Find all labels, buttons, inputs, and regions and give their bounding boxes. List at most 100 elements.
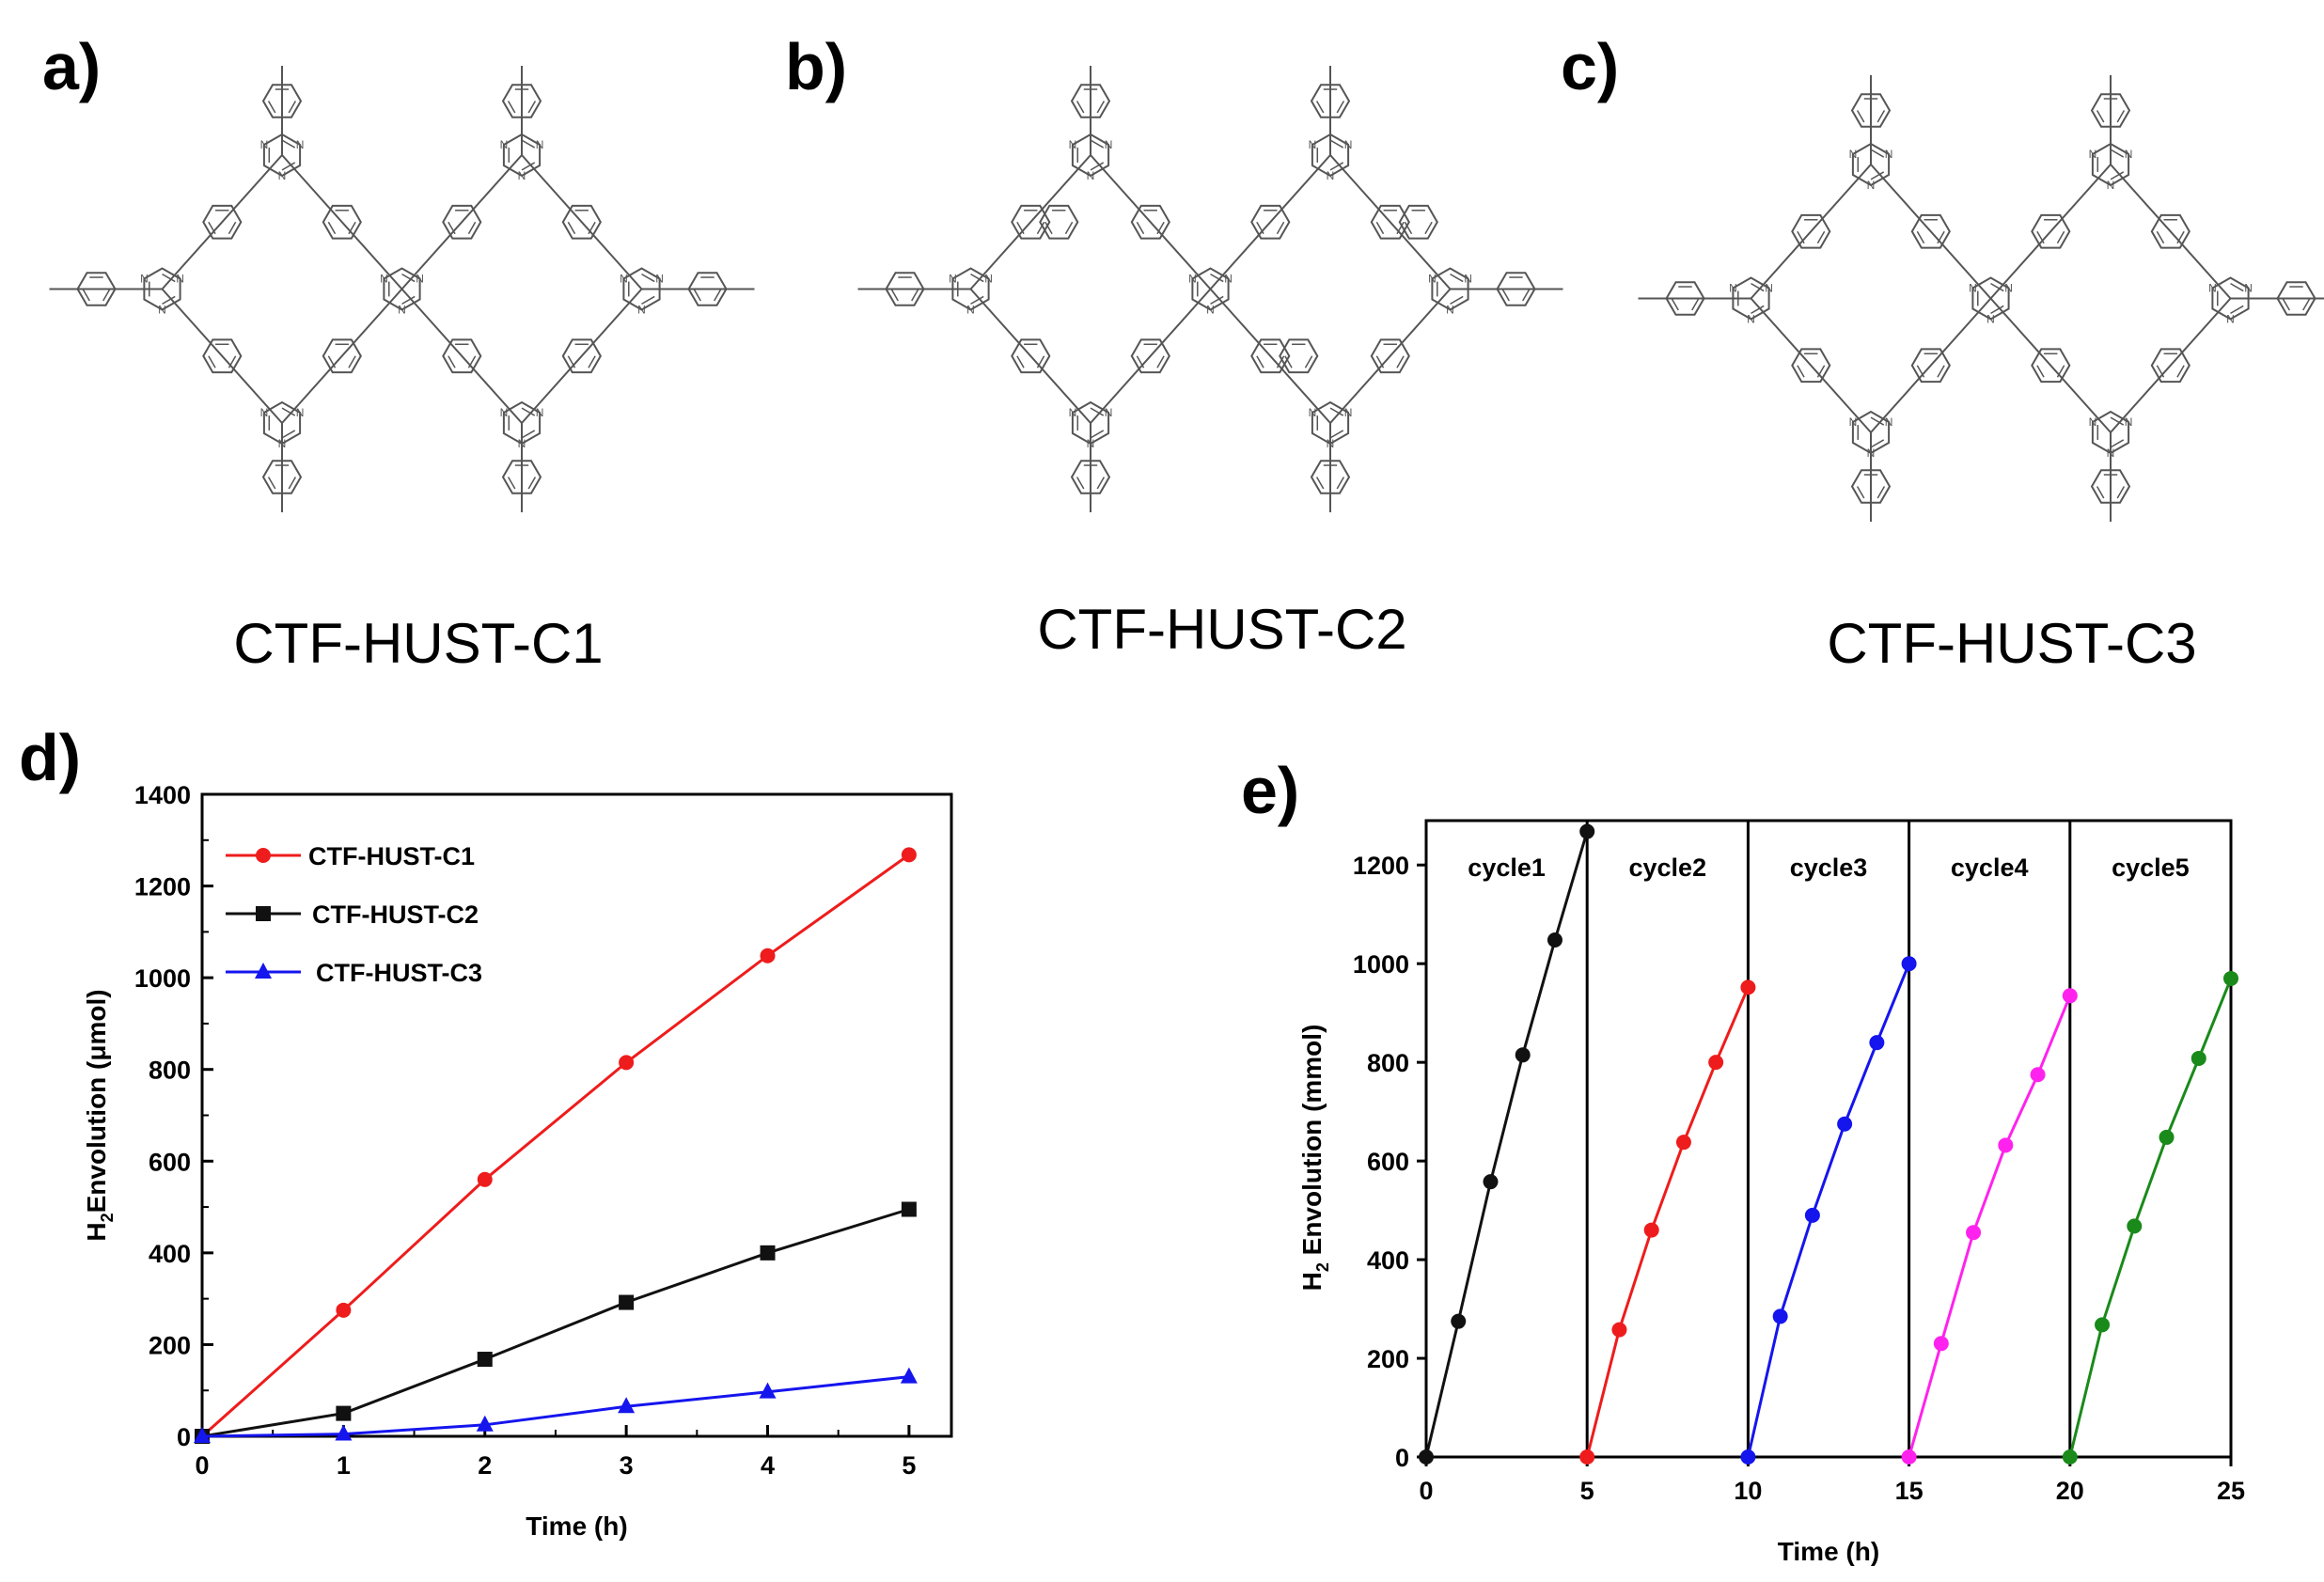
- cycle-label: cycle1: [1468, 854, 1546, 882]
- data-point: [618, 1397, 636, 1414]
- linker-ring-bond: [228, 355, 237, 368]
- triazine-ring-n-atom: N: [398, 304, 406, 317]
- linker-ring: [202, 204, 243, 240]
- triazine-ring-n-atom: N: [260, 138, 269, 151]
- linker-ring-bond: [1916, 365, 1925, 378]
- linker-ring-bond: [1036, 221, 1045, 235]
- data-point: [619, 1294, 635, 1310]
- linker-ring: [1910, 213, 1951, 249]
- x-axis-title: Time (h): [1778, 1537, 1879, 1566]
- triazine-ring-n-atom: N: [518, 169, 526, 182]
- data-point: [1675, 1135, 1691, 1151]
- data-point: [901, 1201, 917, 1217]
- triazine-ring-n-atom: N: [2089, 415, 2097, 429]
- linker-ring-bond: [1256, 221, 1264, 235]
- terminal-ring: [501, 84, 542, 118]
- x-tick-label: 5: [902, 1451, 916, 1480]
- legend-marker: [255, 963, 272, 979]
- data-point: [1998, 1137, 2014, 1153]
- triazine-ring-n-atom: N: [2226, 313, 2235, 326]
- triazine-ring-n-atom: N: [380, 273, 388, 286]
- linker-bond: [1750, 297, 1872, 433]
- data-point: [1837, 1116, 1853, 1132]
- triazine-ring-n-atom: N: [1969, 282, 1977, 295]
- terminal-ring-bond: [2096, 486, 2105, 499]
- triazine-ring-bond: [2230, 305, 2244, 314]
- y-axis-title: H2Envolution (μmol): [82, 989, 117, 1241]
- linker-ring-bond: [1396, 355, 1405, 368]
- triazine-ring-n-atom: N: [1747, 313, 1755, 326]
- triazine-ring-n-atom: N: [1087, 437, 1095, 450]
- triazine-ring-bond: [1210, 274, 1224, 283]
- linker-ring-bond: [588, 221, 596, 235]
- terminal-ring-bond: [2096, 110, 2105, 123]
- data-point: [2127, 1218, 2143, 1234]
- triazine-ring-bond: [521, 139, 536, 149]
- triazine-ring-n-atom: N: [984, 273, 993, 286]
- terminal-ring-bond: [1522, 289, 1531, 302]
- terminal-ring-bond: [1501, 289, 1510, 302]
- triazine-ring-bond: [970, 274, 984, 283]
- data-point: [336, 1405, 352, 1421]
- terminal-ring: [1070, 84, 1111, 118]
- linker-bond: [161, 154, 283, 290]
- chart-e: 0 5 10 15 20 25 0 200 400 600 800 1000 1200 Time (h) H…: [1297, 819, 2245, 1566]
- triazine-ring-bond: [1210, 295, 1224, 305]
- triazine-ring-n-atom: N: [1849, 148, 1858, 161]
- linker-bond: [161, 288, 283, 424]
- linker-ring: [1791, 213, 1831, 249]
- legend-label: CTF-HUST-C1: [308, 842, 475, 870]
- data-point: [1740, 1449, 1756, 1465]
- data-point: [1483, 1174, 1499, 1190]
- triazine-ring-bond: [970, 295, 984, 305]
- linker-ring-bond: [2036, 365, 2045, 378]
- linker-ring: [1130, 338, 1170, 374]
- data-point: [1708, 1055, 1724, 1071]
- linker-ring: [1370, 338, 1410, 374]
- triazine-ring-n-atom: N: [1309, 406, 1317, 419]
- linker-ring-bond: [327, 221, 337, 235]
- linker-ring-bond: [1156, 221, 1165, 235]
- linker-ring: [202, 338, 243, 374]
- triazine-ring-n-atom: N: [260, 406, 269, 419]
- cycle-label: cycle5: [2112, 854, 2190, 882]
- triazine-ring-n-atom: N: [1087, 169, 1095, 182]
- triazine-ring-n-atom: N: [518, 437, 526, 450]
- linker-ring: [2031, 348, 2071, 384]
- linker-ring: [561, 204, 602, 240]
- triazine-ring-n-atom: N: [1206, 304, 1215, 317]
- triazine-ring: [143, 267, 181, 311]
- data-point: [1901, 1449, 1917, 1465]
- triazine-ring-n-atom: N: [1867, 446, 1876, 460]
- triazine-ring-n-atom: N: [2125, 148, 2133, 161]
- cycle-line-cycle1: [1424, 831, 1589, 1458]
- terminal-ring: [1665, 281, 1705, 316]
- triazine-ring: [1732, 276, 1770, 321]
- triazine-ring-bond: [1329, 430, 1344, 439]
- terminal-ring-bond: [267, 477, 276, 490]
- data-point: [2159, 1129, 2175, 1145]
- triazine-ring-bond: [1090, 139, 1105, 149]
- data-point: [759, 1382, 777, 1399]
- terminal-ring-bond: [1336, 477, 1345, 490]
- terminal-ring-bond: [82, 289, 90, 302]
- terminal-ring: [2276, 281, 2316, 316]
- triazine-ring-n-atom: N: [536, 406, 544, 419]
- y-title-subscript: 2: [98, 1213, 117, 1222]
- data-point: [1611, 1322, 1627, 1338]
- structure-c-title: CTF-HUST-C3: [1827, 612, 2196, 675]
- linker-bond: [1209, 154, 1331, 290]
- panel-e-letter: e): [1241, 754, 1299, 827]
- terminal-ring-bond: [2302, 298, 2311, 311]
- data-point: [1451, 1313, 1467, 1329]
- linker-bond: [521, 288, 643, 424]
- triazine-ring-n-atom: N: [2125, 415, 2133, 429]
- y-tick-label: 0: [1395, 1444, 1409, 1472]
- y-title-subscript: 2: [1313, 1262, 1332, 1272]
- linker-bond: [1090, 288, 1212, 424]
- linker-ring-bond: [208, 355, 216, 368]
- triazine-ring-n-atom: N: [500, 138, 509, 151]
- cycle-line-cycle3: [1746, 963, 1910, 1458]
- linker-bond: [1870, 297, 1992, 433]
- x-tick-label: 0: [195, 1451, 209, 1480]
